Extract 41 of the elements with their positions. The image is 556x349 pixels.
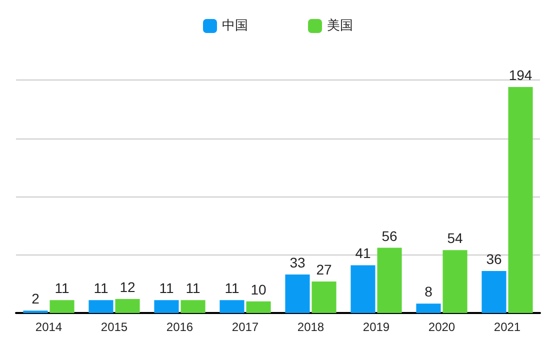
- legend-label: 美国: [327, 18, 353, 34]
- data-label: 2: [32, 290, 40, 307]
- bar: [154, 300, 179, 313]
- data-label: 12: [120, 279, 136, 296]
- bar: [220, 300, 244, 313]
- x-tick-label: 2018: [297, 320, 324, 334]
- data-label: 11: [54, 280, 70, 296]
- data-label: 41: [355, 245, 371, 262]
- data-label: 11: [159, 280, 174, 296]
- bar: [416, 304, 441, 313]
- bar: [377, 248, 402, 313]
- bar: [285, 274, 310, 313]
- data-label: 36: [486, 251, 502, 268]
- data-label: 11: [94, 280, 108, 296]
- x-tick-label: 2020: [428, 320, 456, 334]
- x-tick-label: 2014: [35, 320, 62, 334]
- x-tick-label: 2021: [494, 320, 521, 334]
- bar: [115, 299, 140, 313]
- bar: [508, 86, 533, 313]
- bar: [88, 300, 114, 313]
- data-label: 10: [250, 281, 267, 298]
- bar: [312, 282, 336, 313]
- bar: [50, 300, 74, 313]
- data-label: 33: [290, 254, 306, 271]
- data-label: 27: [316, 262, 332, 278]
- data-label: 54: [447, 230, 464, 246]
- data-label: 194: [508, 66, 532, 83]
- bar: [246, 301, 271, 313]
- bar: [350, 265, 376, 313]
- x-tick-label: 2019: [362, 320, 390, 334]
- data-label: 8: [424, 284, 433, 300]
- legend-label: 中国: [222, 18, 248, 34]
- x-tick-label: 2015: [100, 320, 128, 334]
- data-label: 11: [186, 280, 200, 296]
- data-label: 56: [382, 228, 398, 244]
- data-label: 11: [224, 280, 240, 296]
- x-tick-label: 2016: [166, 320, 194, 334]
- bar: [442, 250, 468, 313]
- x-tick-label: 2017: [232, 320, 259, 334]
- bar: [180, 300, 206, 313]
- bar: [482, 271, 506, 313]
